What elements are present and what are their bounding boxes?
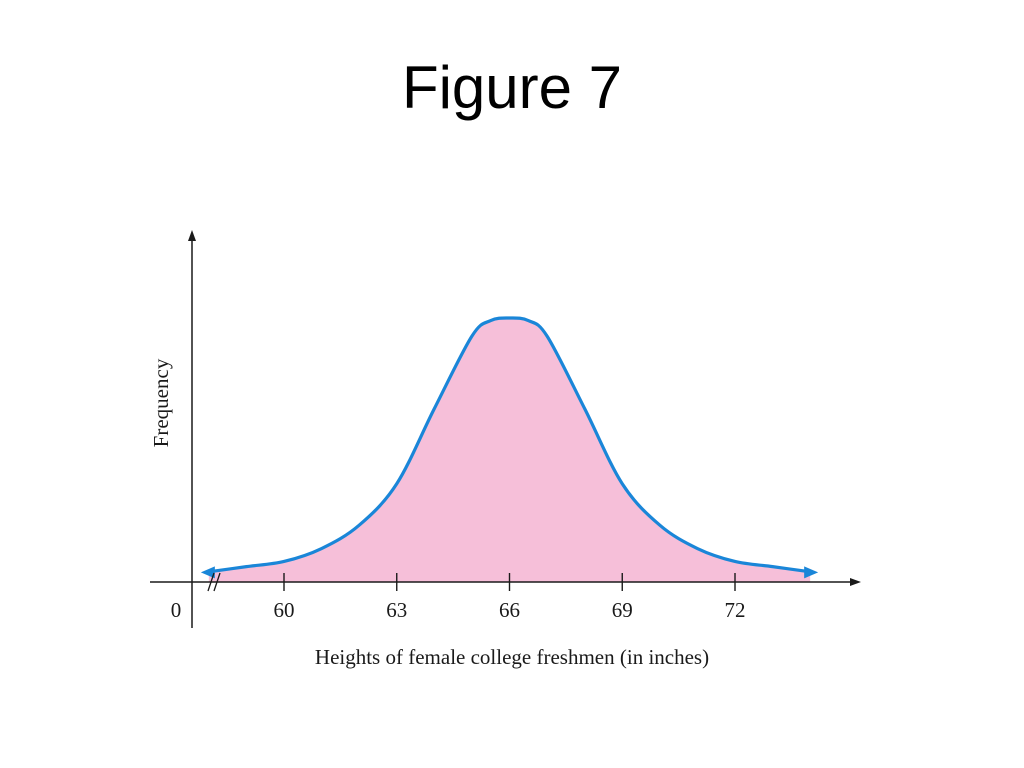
curve-left-arrowhead [200, 566, 215, 579]
x-ticks: 60 63 66 69 72 [274, 573, 746, 622]
axes: 60 63 66 69 72 [150, 230, 861, 628]
origin-label: 0 [171, 598, 182, 622]
x-axis-arrowhead [850, 578, 861, 586]
slide-title: Figure 7 [401, 54, 623, 121]
normal-curve-line [207, 316, 812, 574]
y-axis-arrowhead [188, 230, 196, 241]
axis-break-slash [213, 572, 221, 592]
curve-right-arrowhead [804, 566, 819, 579]
y-axis-label: Frequency [149, 358, 173, 447]
axis-break-slash [207, 572, 215, 592]
x-tick-label: 72 [725, 598, 746, 622]
axis-break-marker [207, 572, 221, 592]
x-tick-label: 60 [274, 598, 295, 622]
x-tick-label: 66 [499, 598, 520, 622]
plot-area [200, 316, 819, 582]
x-tick-label: 69 [612, 598, 633, 622]
area-under-curve [208, 317, 811, 582]
x-axis-label: Heights of female college freshmen (in i… [315, 645, 709, 669]
x-tick-label: 63 [386, 598, 407, 622]
